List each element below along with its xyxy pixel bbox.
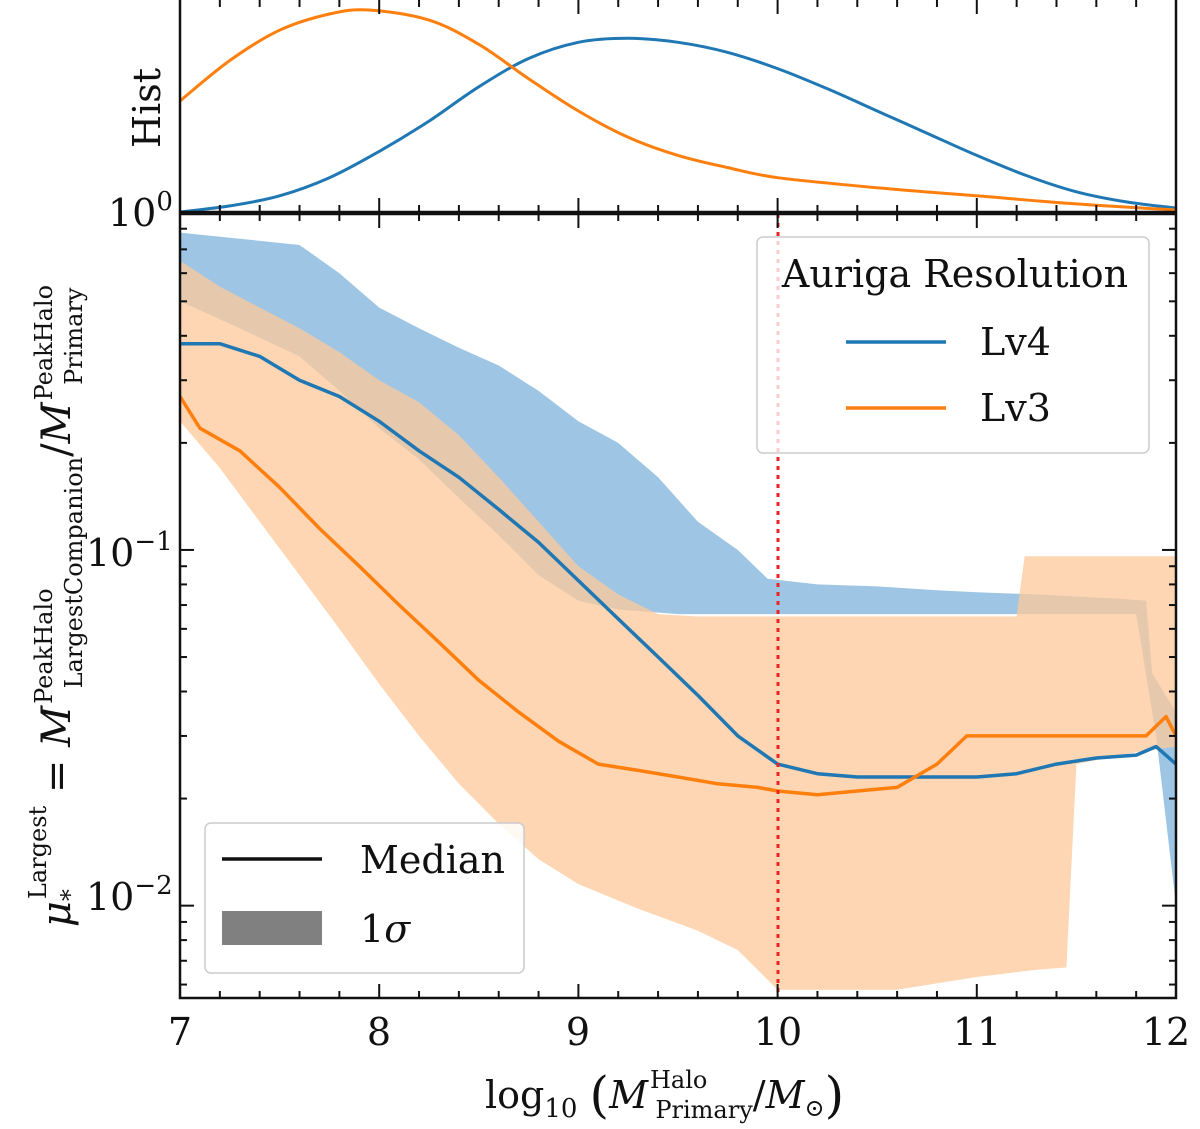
- hist-ylabel: Hist: [125, 68, 169, 148]
- y-tick-label: 10−1: [86, 527, 173, 575]
- x-tick-label: 11: [953, 1010, 1001, 1054]
- legend-resolution: Auriga Resolution Lv4 Lv3: [756, 236, 1150, 454]
- legend-style: Median 1σ: [204, 822, 525, 974]
- x-tick-label: 12: [1142, 1010, 1190, 1054]
- y-tick-label: 10−2: [86, 871, 173, 919]
- hist-lines: [180, 8, 1176, 212]
- hist-line-lv3: [180, 8, 1176, 212]
- hist-frame: [178, 0, 1178, 214]
- median-line-lv4: [180, 341, 1176, 779]
- x-tick-labels: 7 8 9 10 11 12: [168, 1010, 1190, 1054]
- hist-panel: Hist 100: [108, 0, 1178, 235]
- main-plot: [180, 214, 1176, 998]
- median-line-lv3: [180, 395, 1176, 797]
- band-lv3: [180, 260, 1176, 990]
- main-frame: [178, 212, 1178, 1000]
- legend-swatch-band: [222, 911, 322, 945]
- legend-resolution-title: Auriga Resolution: [781, 252, 1128, 296]
- legend-label-lv3: Lv3: [980, 386, 1051, 430]
- legend-resolution-box: [756, 236, 1150, 454]
- x-axis-label: log10 (MHalo Primary/M⊙): [485, 1066, 844, 1124]
- legend-label-lv4: Lv4: [980, 320, 1051, 364]
- y-axis-label: μ*Largest = MPeakHaloLargestCompanion/MP…: [24, 285, 88, 927]
- hist-line-lv4: [180, 36, 1176, 212]
- band-lv4: [180, 232, 1176, 906]
- x-tick-label: 8: [367, 1010, 391, 1054]
- x-tick-label: 7: [168, 1010, 192, 1054]
- hist-ytick-label: 100: [108, 187, 173, 235]
- legend-label-median: Median: [360, 838, 505, 882]
- hist-ticks: [179, 0, 1177, 212]
- bands: [180, 232, 1176, 990]
- main-panel: 7 8 9 10 11 12 10−2 10−1 log10 (MHalo Pri…: [24, 212, 1190, 1124]
- x-tick-label: 10: [754, 1010, 802, 1054]
- median-lines: [180, 341, 1176, 797]
- x-tick-label: 9: [566, 1010, 590, 1054]
- legend-label-band: 1σ: [360, 907, 411, 951]
